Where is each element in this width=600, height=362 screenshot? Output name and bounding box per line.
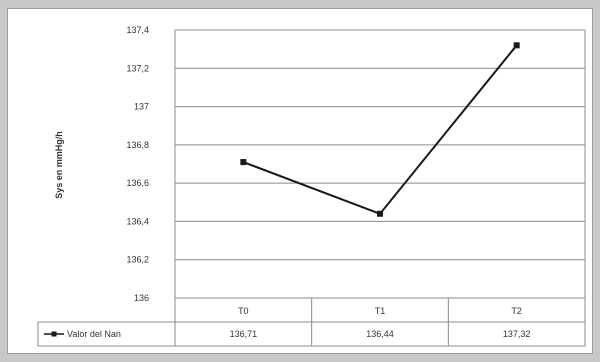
legend-marker-key <box>51 331 57 337</box>
table-value-cell: 136,71 <box>230 329 258 339</box>
data-point-marker <box>377 210 383 217</box>
y-tick-label: 136,6 <box>126 178 149 188</box>
series-line-group <box>240 42 520 217</box>
data-point-marker <box>240 159 247 166</box>
y-tick-label: 137 <box>134 102 149 112</box>
data-table: T0 T1 T2 Valor del Nan 136,71 136,44 137,32 <box>37 297 586 347</box>
y-axis-ticks: 136 136,2 136,4 136,6 136,8 137 137,2 137,4 <box>126 25 149 303</box>
table-value-cell: 137,32 <box>503 329 531 339</box>
table-value-cell: 136,44 <box>366 329 394 339</box>
y-tick-label: 136,8 <box>126 140 149 150</box>
y-tick-label: 136,2 <box>126 255 149 265</box>
x-category-label: T0 <box>238 306 249 316</box>
gridlines <box>174 29 586 299</box>
y-tick-label: 137,2 <box>126 63 149 73</box>
x-category-label: T1 <box>375 306 386 316</box>
y-tick-label: 136,4 <box>126 216 149 226</box>
data-point-marker <box>513 42 520 49</box>
x-category-label: T2 <box>511 306 522 316</box>
y-tick-label: 137,4 <box>126 25 149 35</box>
legend-series-name: Valor del Nan <box>67 329 121 339</box>
y-tick-label: 136 <box>134 293 149 303</box>
series-line <box>242 44 518 215</box>
y-axis-label: Sys en mmHg/h <box>54 131 64 199</box>
chart-frame <box>7 8 593 354</box>
